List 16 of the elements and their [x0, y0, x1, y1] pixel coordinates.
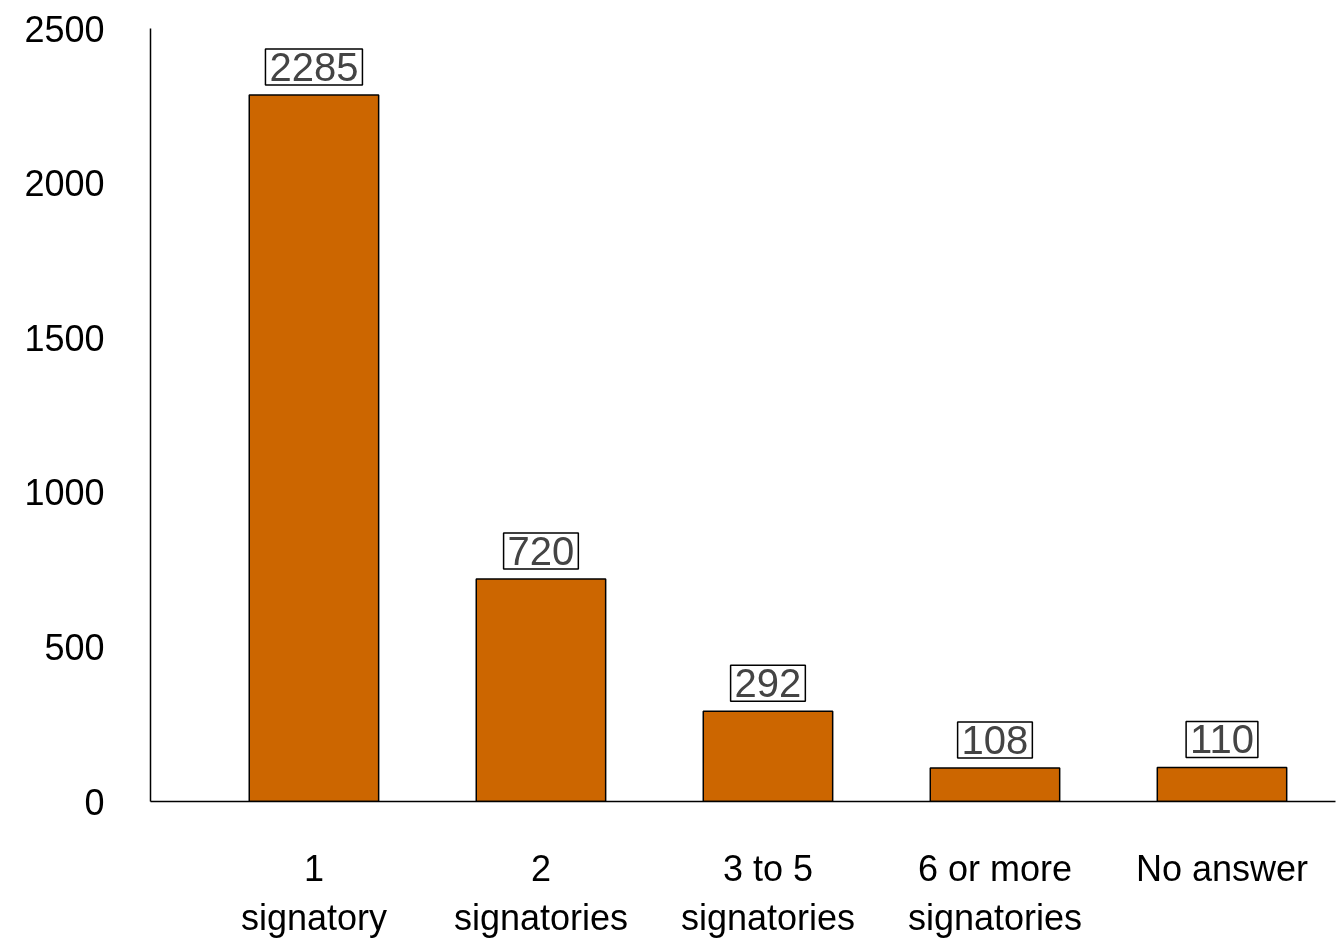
y-tick-label: 1000 [24, 472, 105, 514]
y-tick-label: 500 [44, 626, 105, 668]
data-label: 108 [961, 718, 1029, 763]
data-label: 292 [734, 661, 802, 706]
data-label: 720 [507, 528, 575, 573]
data-label: 2285 [269, 44, 359, 89]
y-tick-label: 2500 [24, 8, 105, 50]
x-tick-label: 1 signatory [240, 847, 387, 938]
x-tick-label: 3 to 5 signatories [680, 847, 856, 938]
y-tick-label: 2000 [24, 163, 105, 205]
data-label: 110 [1190, 717, 1254, 762]
x-tick-label: 2 signatories [453, 847, 629, 938]
x-tick-label: 6 or more signatories [907, 847, 1083, 938]
y-tick-label: 0 [84, 781, 105, 823]
y-tick-label: 1500 [24, 317, 105, 359]
x-tick-label: No answer [1135, 847, 1309, 889]
